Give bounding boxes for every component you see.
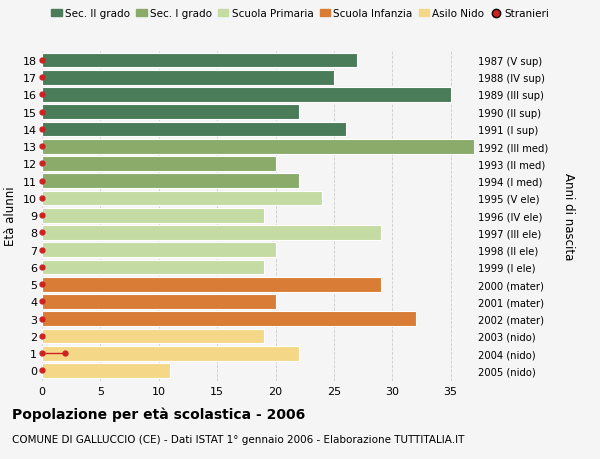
Bar [42,208,264,223]
Bar [42,105,299,120]
Bar [42,226,380,240]
Bar [42,123,346,137]
Bar [42,174,299,189]
Bar [42,157,275,171]
Bar [42,346,299,361]
Text: COMUNE DI GALLUCCIO (CE) - Dati ISTAT 1° gennaio 2006 - Elaborazione TUTTITALIA.: COMUNE DI GALLUCCIO (CE) - Dati ISTAT 1°… [12,434,464,444]
Bar [42,71,334,85]
Bar [42,191,322,206]
Bar [42,243,275,257]
Bar [42,140,474,154]
Text: Popolazione per età scolastica - 2006: Popolazione per età scolastica - 2006 [12,406,305,421]
Bar [42,54,357,68]
Bar [42,277,380,292]
Y-axis label: Età alunni: Età alunni [4,186,17,246]
Bar [42,364,170,378]
Legend: Sec. II grado, Sec. I grado, Scuola Primaria, Scuola Infanzia, Asilo Nido, Stran: Sec. II grado, Sec. I grado, Scuola Prim… [47,5,553,23]
Bar [42,329,264,343]
Y-axis label: Anni di nascita: Anni di nascita [562,172,575,259]
Bar [42,260,264,274]
Bar [42,312,416,326]
Bar [42,88,451,102]
Bar [42,295,275,309]
